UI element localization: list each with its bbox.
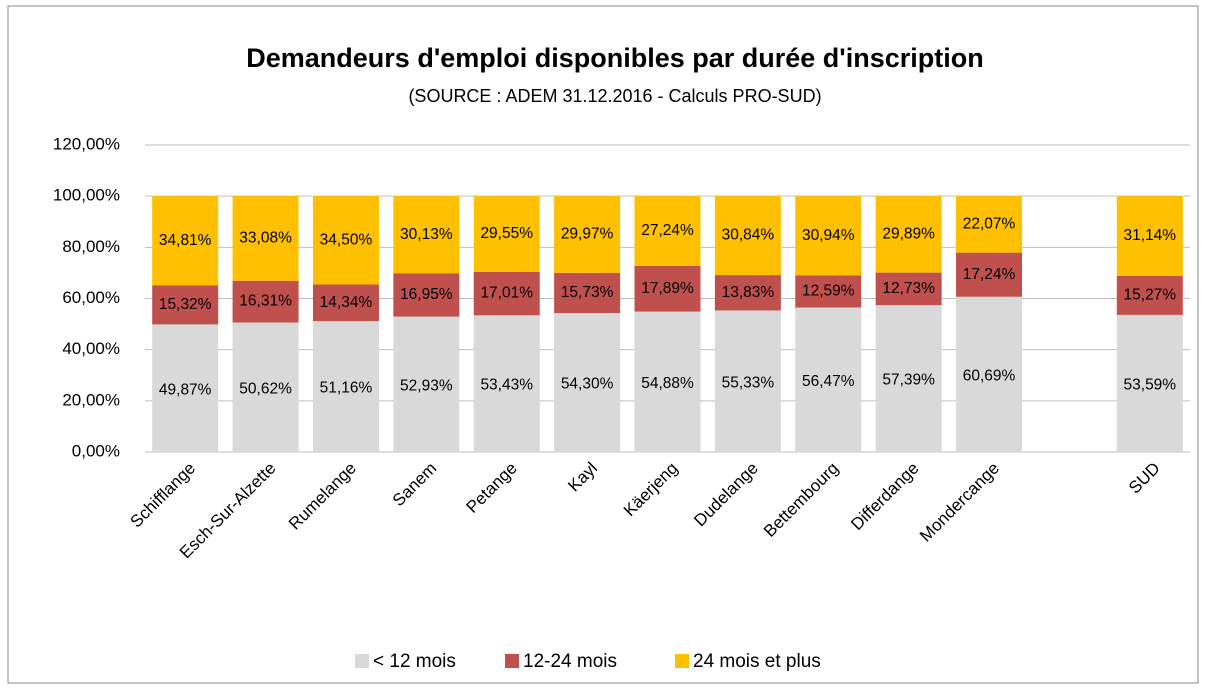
value-label: 12,73% [882,280,935,297]
bar-segment [473,196,540,272]
value-label: 14,34% [320,294,373,311]
value-label: 54,30% [561,376,614,393]
value-label: 34,81% [159,232,212,249]
bar-segment [1116,314,1183,452]
y-tick-label: 40,00% [62,339,120,358]
bar-segment [634,265,701,312]
value-label: 31,14% [1124,227,1177,244]
value-label: 57,39% [882,372,935,389]
bar-segment [714,310,781,452]
y-tick-label: 120,00% [53,134,120,153]
bar-segment [232,280,299,323]
value-label: 55,33% [722,374,775,391]
bar-segment [875,305,942,452]
bar-segment [795,275,862,308]
bar-segment [312,196,379,285]
y-tick-label: 80,00% [62,237,120,256]
bar-segment [232,322,299,452]
value-label: 29,55% [480,225,533,242]
value-label: 17,24% [963,266,1016,283]
value-label: 60,69% [963,367,1016,384]
value-label: 16,31% [239,293,292,310]
value-label: 27,24% [641,222,694,239]
value-label: 54,88% [641,375,694,392]
bar-segment [393,196,460,274]
bar-segment [1116,275,1183,315]
bar-segment [634,311,701,452]
value-label: 16,95% [400,286,453,303]
chart-subtitle: (SOURCE : ADEM 31.12.2016 - Calculs PRO-… [408,86,821,106]
value-label: 15,32% [159,296,212,313]
y-tick-label: 100,00% [53,186,120,205]
value-label: 15,73% [561,284,614,301]
bar-segment [554,272,621,314]
legend-label: 12-24 mois [523,651,617,672]
legend-swatch [675,654,689,668]
legend-swatch [505,654,519,668]
bar-segment [714,196,781,276]
value-label: 17,01% [480,285,533,302]
bar-segment [473,271,540,316]
bar-segment [554,313,621,452]
y-tick-label: 20,00% [62,390,120,409]
value-label: 33,08% [239,230,292,247]
bar-segment [312,284,379,322]
y-tick-label: 0,00% [72,441,120,460]
value-label: 13,83% [722,284,775,301]
bar-segment [795,307,862,452]
value-label: 53,43% [480,377,533,394]
y-tick-label: 60,00% [62,288,120,307]
value-label: 34,50% [320,231,373,248]
bar-segment [956,196,1023,253]
bar-segment [152,324,219,452]
bar-segment [312,321,379,452]
bar-segment [152,196,219,286]
bar-segment [956,252,1023,297]
value-label: 49,87% [159,381,212,398]
bar-segment [634,196,701,266]
value-label: 30,84% [722,227,775,244]
bar-segment [1116,196,1183,276]
value-label: 17,89% [641,280,694,297]
chart-title: Demandeurs d'emploi disponibles par duré… [246,43,983,73]
value-label: 52,93% [400,377,453,394]
value-label: 29,97% [561,226,614,243]
legend-label: < 12 mois [373,651,456,672]
bar-segment [875,272,942,306]
bar-segment [393,273,460,317]
legend-swatch [355,654,369,668]
bar-segment [795,196,862,276]
value-label: 29,89% [882,225,935,242]
bar-segment [232,196,299,281]
legend-label: 24 mois et plus [693,651,821,672]
bar-segment [956,296,1023,452]
value-label: 51,16% [320,380,373,397]
value-label: 30,94% [802,227,855,244]
bar-segment [554,196,621,273]
bar-segment [152,285,219,325]
value-label: 56,47% [802,373,855,390]
value-label: 12,59% [802,283,855,300]
value-label: 30,13% [400,226,453,243]
bar-segment [875,196,942,273]
value-label: 50,62% [239,380,292,397]
bar-segment [393,316,460,452]
value-label: 15,27% [1124,286,1177,303]
value-label: 22,07% [963,215,1016,232]
value-label: 53,59% [1124,377,1177,394]
bar-segment [473,315,540,452]
bar-segment [714,275,781,311]
